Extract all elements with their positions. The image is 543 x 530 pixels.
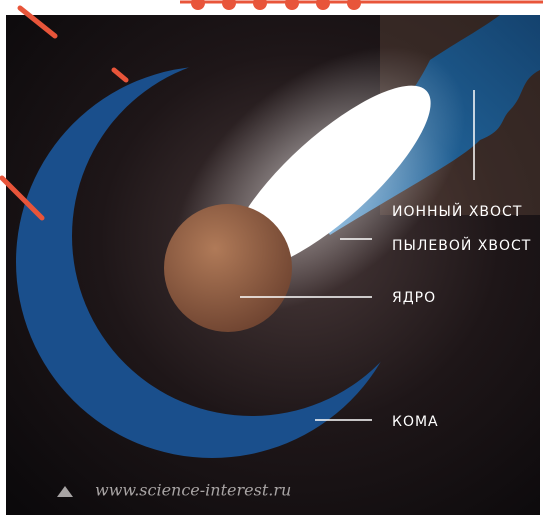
source-text: www.science-interest.ru xyxy=(95,481,291,500)
page: {"labels": {"ion_tail": "ИОННЫЙ ХВОСТ", … xyxy=(0,0,543,526)
comet-diagram: ИОННЫЙ ХВОСТ ПЫЛЕВОЙ ХВОСТ ЯДРО КОМА www… xyxy=(0,0,543,526)
dust-tail-label: ПЫЛЕВОЙ ХВОСТ xyxy=(392,236,531,254)
ion-tail-label: ИОННЫЙ ХВОСТ xyxy=(392,202,522,220)
nucleus xyxy=(164,204,292,332)
coma-label: КОМА xyxy=(392,414,439,430)
nucleus-label: ЯДРО xyxy=(392,290,436,306)
